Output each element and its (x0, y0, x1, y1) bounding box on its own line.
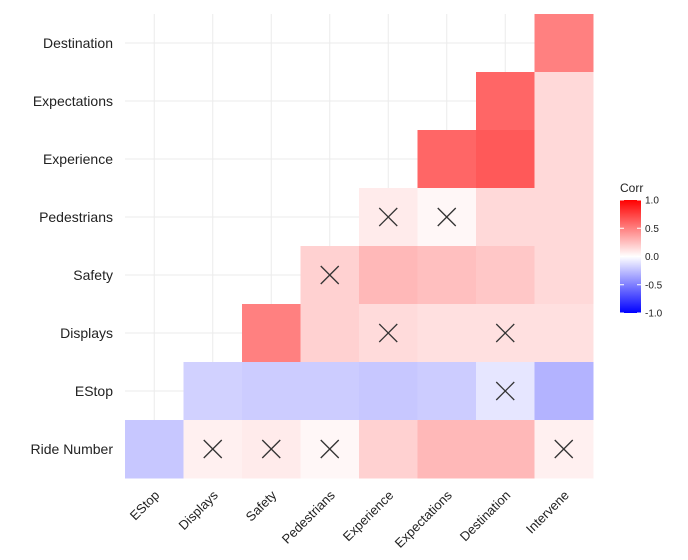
insignificant-x-mark (320, 439, 340, 459)
insignificant-x-mark (554, 439, 574, 459)
insignificant-x-mark (495, 381, 515, 401)
insignificant-x-mark (203, 439, 223, 459)
insignificant-x-mark (378, 207, 398, 227)
heatmap-cells (125, 14, 594, 479)
y-label-displays: Displays (60, 325, 113, 341)
cell-safety-expectations (417, 246, 477, 305)
cell-estop-displays (183, 362, 243, 421)
cell-estop-experience (359, 362, 418, 421)
legend-tick-label: -0.5 (645, 280, 663, 291)
x-label-expectations: Expectations (392, 487, 456, 551)
cell-estop-intervene (534, 362, 594, 421)
x-label-estop: EStop (127, 488, 163, 524)
cell-estop-pedestrians (300, 362, 360, 421)
cell-ride-number-estop (125, 420, 184, 479)
legend-tick-label: 1.0 (645, 196, 659, 207)
y-label-safety: Safety (73, 267, 113, 283)
x-label-displays: Displays (176, 487, 222, 533)
cell-displays-pedestrians (300, 304, 360, 363)
cell-destination-intervene (534, 14, 594, 73)
cell-pedestrians-intervene (534, 188, 594, 247)
y-axis-tick-labels: Destination Expectations Experience Pedestr… (31, 35, 114, 457)
y-label-experience: Experience (43, 151, 113, 167)
y-label-pedestrians: Pedestrians (39, 209, 113, 225)
legend-ticks: 1.0 0.5 0.0 -0.5 -1.0 (620, 196, 663, 320)
cell-displays-expectations (417, 304, 477, 363)
insignificant-x-mark (320, 265, 340, 285)
legend-tick-label: -1.0 (645, 309, 663, 320)
x-label-safety: Safety (243, 487, 280, 524)
cell-safety-experience (359, 246, 418, 305)
color-legend: Corr 1.0 0.5 0.0 -0.5 -1.0 (620, 181, 663, 320)
y-label-expectations: Expectations (33, 93, 113, 109)
cell-ride-number-experience (359, 420, 418, 479)
legend-title: Corr (620, 181, 643, 195)
x-label-pedestrians: Pedestrians (279, 487, 339, 547)
y-label-destination: Destination (43, 35, 113, 51)
legend-color-bar (620, 200, 641, 313)
insignificant-x-mark (378, 323, 398, 343)
cell-experience-intervene (534, 130, 594, 189)
legend-tick-label: 0.0 (645, 252, 659, 263)
x-label-intervene: Intervene (523, 488, 572, 537)
cell-estop-safety (242, 362, 301, 421)
x-label-destination: Destination (457, 488, 514, 545)
cell-displays-intervene (534, 304, 594, 363)
y-label-ride-number: Ride Number (31, 441, 114, 457)
cell-safety-intervene (534, 246, 594, 305)
legend-tick-label: 0.5 (645, 224, 659, 235)
insignificant-x-mark (495, 323, 515, 343)
cell-expectations-destination (476, 72, 535, 131)
cell-displays-safety (242, 304, 301, 363)
x-label-experience: Experience (340, 488, 397, 545)
insignificance-marks (203, 207, 574, 459)
x-axis-tick-labels: EStop Displays Safety Pedestrians Experience… (127, 487, 572, 551)
cell-estop-expectations (417, 362, 477, 421)
cell-ride-number-expectations (417, 420, 477, 479)
cell-expectations-intervene (534, 72, 594, 131)
cell-ride-number-destination (476, 420, 535, 479)
cell-pedestrians-destination (476, 188, 535, 247)
cell-safety-destination (476, 246, 535, 305)
insignificant-x-mark (261, 439, 281, 459)
cell-experience-expectations (417, 130, 477, 189)
cell-experience-destination (476, 130, 535, 189)
insignificant-x-mark (437, 207, 457, 227)
y-label-estop: EStop (75, 383, 113, 399)
